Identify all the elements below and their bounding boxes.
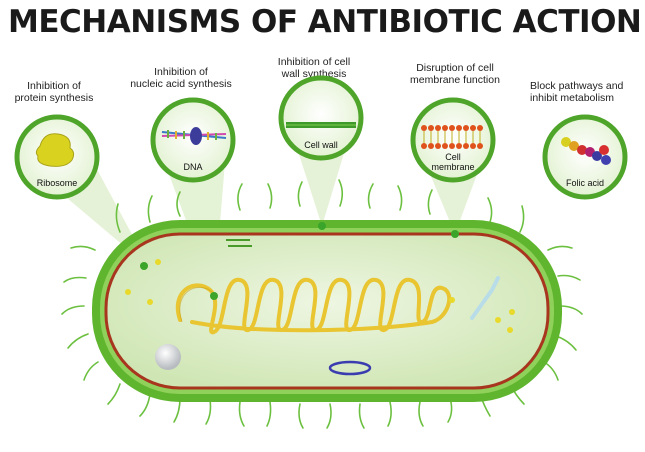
membrane-fragment: [226, 239, 252, 247]
inclusion-body: [155, 344, 181, 370]
membrane-label-2: membrane: [431, 162, 474, 172]
folic-acid-molecule-icon: [561, 137, 611, 165]
folic-chain: [470, 276, 500, 320]
cell-wall-label: Cell wall: [304, 140, 338, 150]
cell-wall-circle: Cell wall: [278, 75, 364, 161]
label-nucleic-acid-synthesis: Inhibition of nucleic acid synthesis: [130, 66, 232, 90]
label-protein-synthesis: Inhibition of protein synthesis: [14, 80, 94, 104]
membrane-label-1: Cell: [445, 152, 461, 162]
label-membrane-function: Disruption of cell membrane function: [410, 62, 500, 86]
dna-circle: DNA: [150, 97, 236, 183]
membrane-bilayer-icon: [421, 125, 483, 149]
page-title: MECHANISMS OF ANTIBIOTIC ACTION: [8, 4, 642, 40]
dna-label: DNA: [183, 162, 202, 172]
cytoplasm-particles: [125, 259, 515, 333]
folic-acid-circle: Folic acid: [542, 114, 628, 200]
ribosome-circle: Ribosome: [14, 114, 100, 200]
plasmid: [328, 360, 372, 376]
dna-coil: [175, 277, 452, 335]
ribosome-label: Ribosome: [37, 178, 78, 188]
folic-acid-label: Folic acid: [566, 178, 604, 188]
label-metabolism: Block pathways and inhibit metabolism: [530, 80, 624, 104]
ribosome-icon: [35, 133, 75, 167]
pili: [61, 179, 583, 429]
membrane-circle: Cell membrane: [410, 97, 496, 183]
